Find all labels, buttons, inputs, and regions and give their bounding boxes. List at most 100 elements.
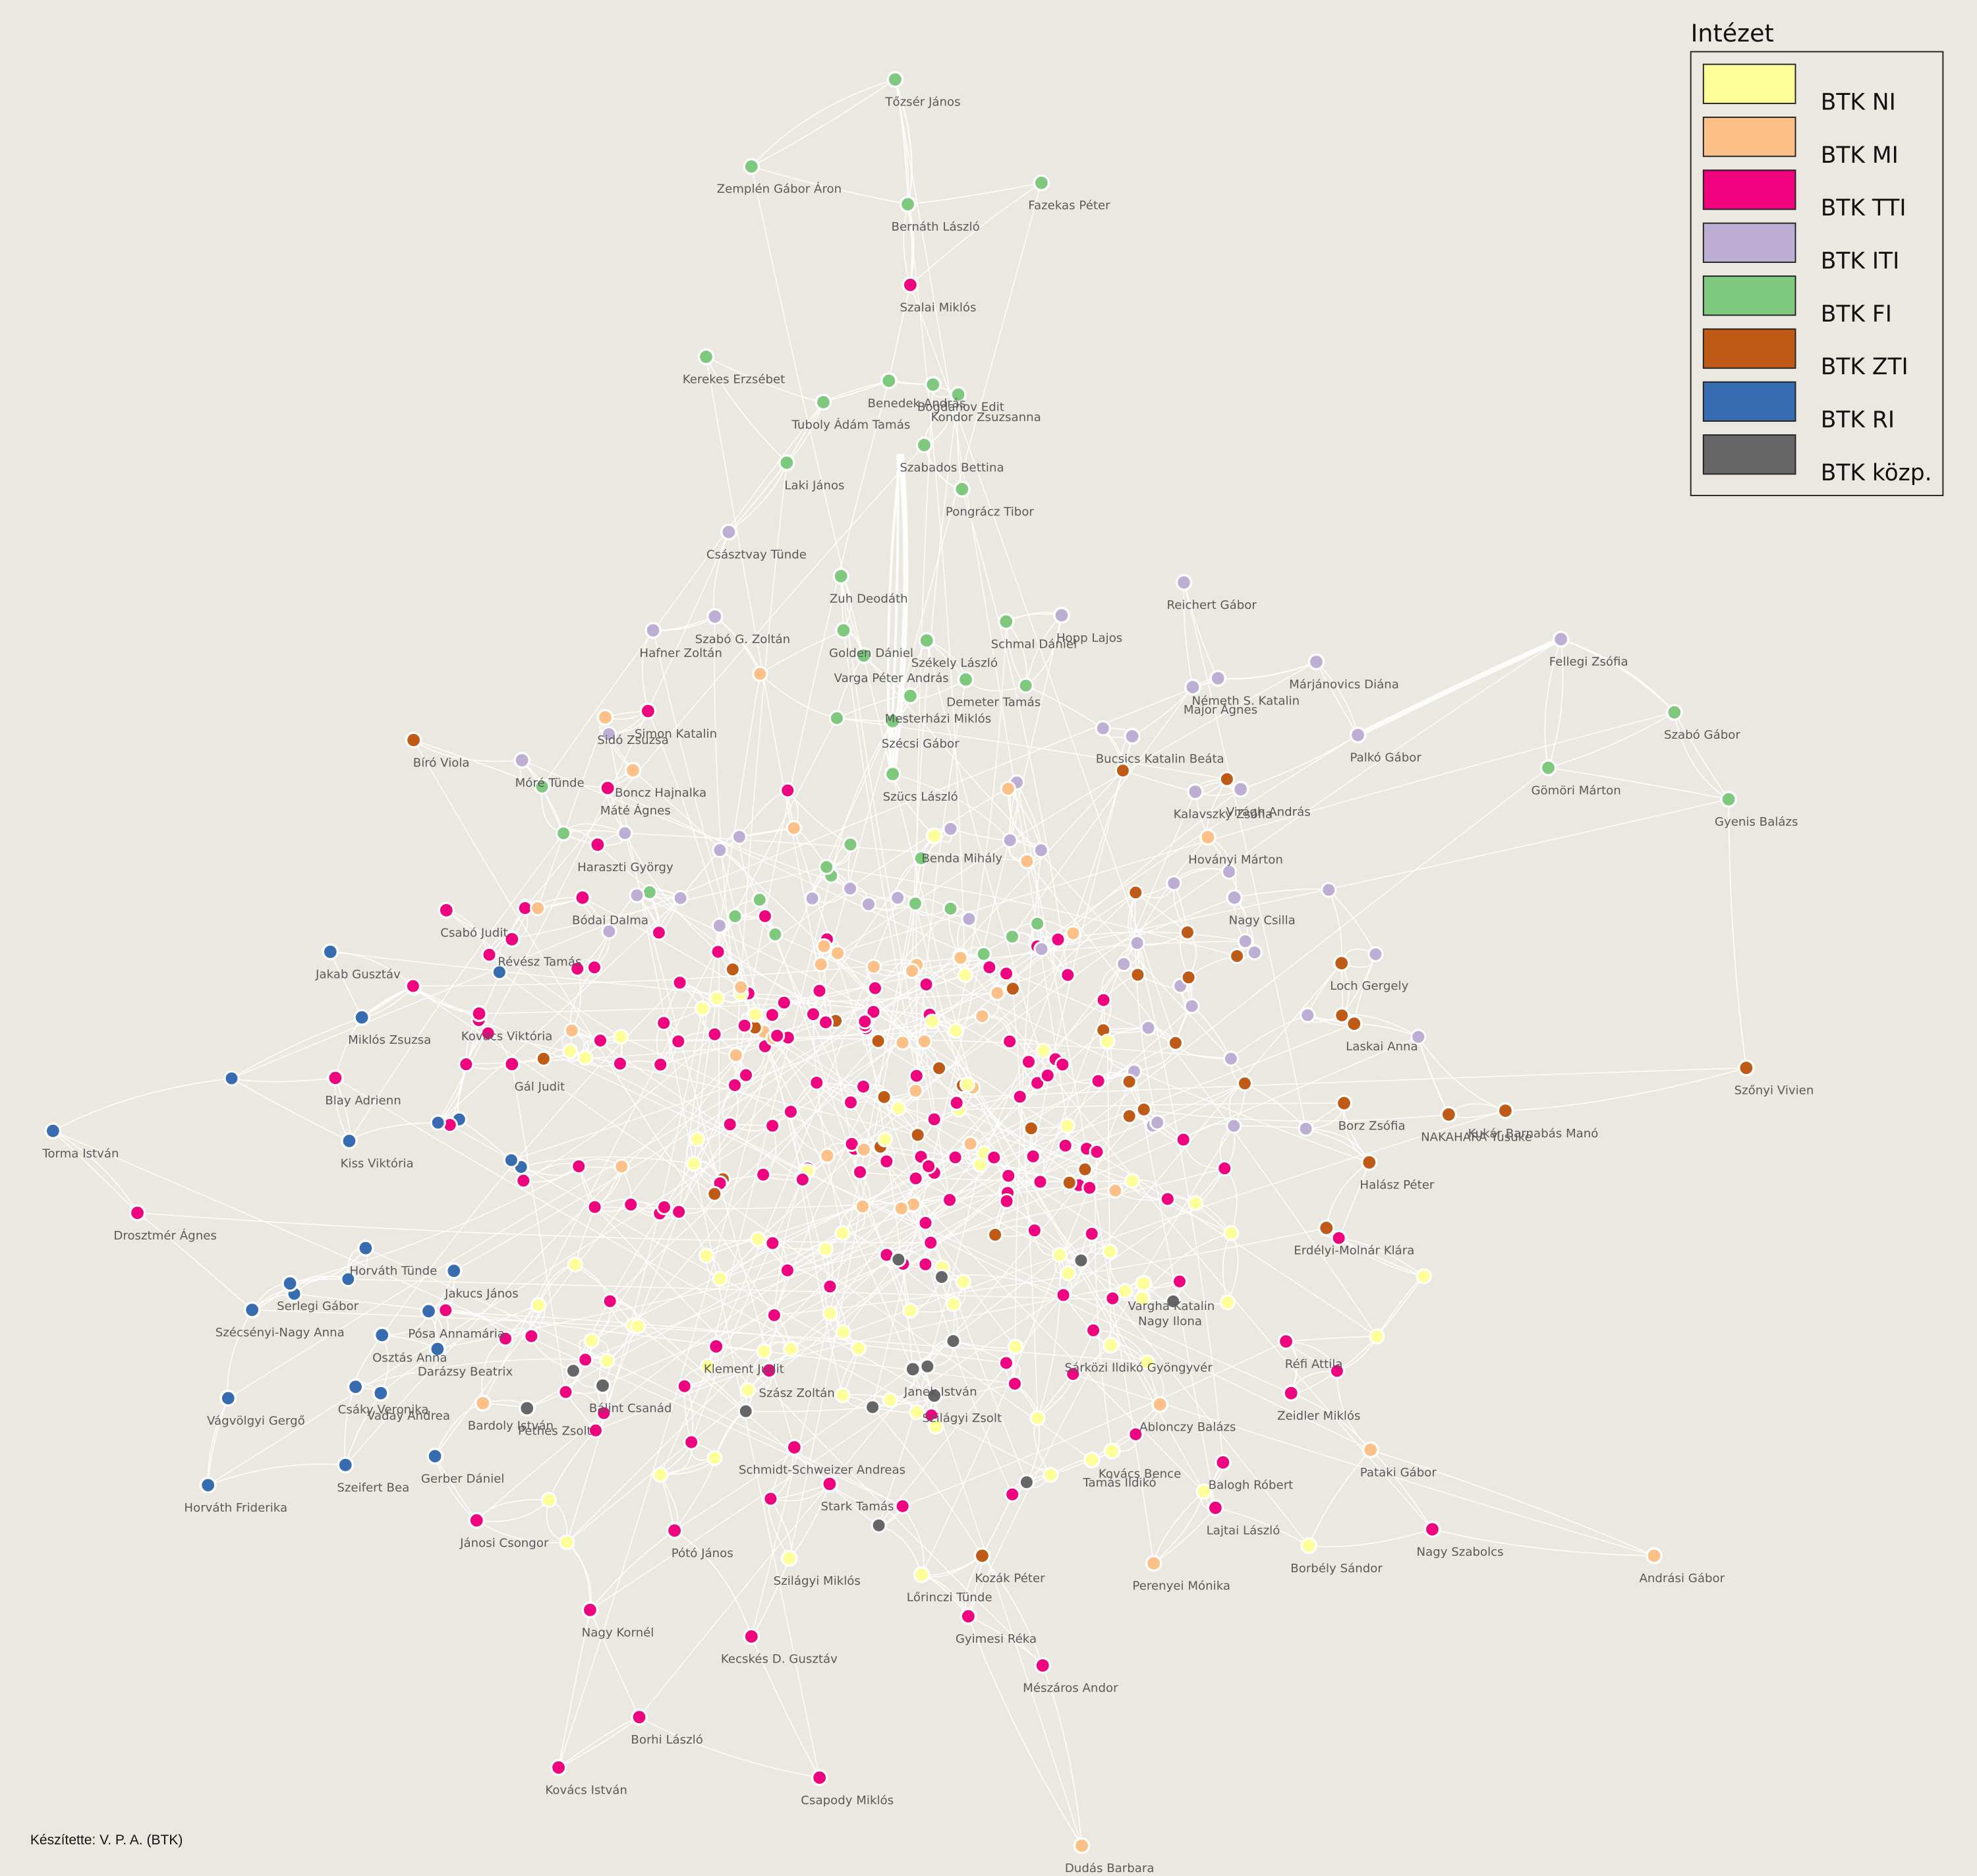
- node: [941, 1191, 958, 1208]
- edge: [521, 1156, 695, 1168]
- node: [1361, 1441, 1379, 1459]
- edge: [865, 1028, 913, 1369]
- node: [1099, 1033, 1116, 1050]
- node: [1218, 771, 1235, 787]
- edge: [926, 640, 1048, 1076]
- node: [641, 884, 658, 901]
- node: [1095, 720, 1111, 737]
- node: [1073, 1837, 1091, 1854]
- node: [1052, 1247, 1068, 1263]
- node: [764, 1235, 781, 1251]
- node: [1102, 1243, 1118, 1260]
- node: [942, 900, 959, 917]
- node: [997, 613, 1015, 631]
- node-label: Pótó János: [672, 1547, 733, 1560]
- node: [1646, 1547, 1663, 1564]
- node: [617, 825, 633, 841]
- node: [975, 946, 992, 962]
- node: [764, 1118, 781, 1134]
- node-label: Sidó Zsuzsa: [597, 733, 669, 747]
- node-label: Szőnyi Vivien: [1734, 1084, 1814, 1098]
- node: [882, 1392, 898, 1408]
- node: [1226, 1118, 1242, 1134]
- node-label: Kerekes Erzsébet: [683, 373, 786, 387]
- node: [1360, 1154, 1378, 1171]
- node: [913, 850, 929, 867]
- node-label: Torma István: [42, 1147, 119, 1160]
- edge: [566, 1008, 703, 1543]
- edge: [413, 739, 542, 787]
- node: [1103, 1442, 1121, 1460]
- node: [689, 1131, 706, 1147]
- node: [1334, 1007, 1350, 1023]
- edge: [1544, 639, 1562, 768]
- node: [559, 1534, 575, 1550]
- node: [596, 1405, 612, 1421]
- edge: [740, 993, 932, 1416]
- edge: [1012, 988, 1039, 1419]
- node: [736, 1017, 753, 1034]
- node: [780, 1550, 798, 1567]
- node-label: Szeifert Bea: [337, 1481, 409, 1494]
- edge: [850, 1067, 1746, 1103]
- node: [890, 1251, 907, 1268]
- edge: [674, 1530, 753, 1637]
- node: [614, 1158, 630, 1175]
- node: [907, 1083, 924, 1099]
- node: [556, 825, 572, 841]
- node: [860, 896, 877, 913]
- edge: [1290, 1392, 1371, 1450]
- node: [1539, 759, 1557, 777]
- node-label: Mesterházi Miklós: [885, 712, 992, 725]
- node: [950, 386, 967, 403]
- node-label: Drosztmér Ágnes: [113, 1228, 216, 1243]
- node-labels: Tőzsér János Zemplén Gábor Áron Bernáth Lá…: [42, 96, 1814, 1875]
- node: [563, 1022, 580, 1038]
- node: [571, 1158, 587, 1175]
- node: [530, 1297, 547, 1313]
- edge: [751, 165, 908, 205]
- edge: [714, 616, 733, 970]
- edge: [413, 739, 775, 1316]
- edge: [892, 774, 1011, 841]
- node-label: NAKAHARA Yusuke: [1421, 1131, 1532, 1145]
- node: [666, 1521, 683, 1539]
- node: [815, 393, 832, 411]
- node-label: Sárközi Ildikó Gyöngyvér: [1065, 1361, 1213, 1375]
- edge: [594, 1207, 1043, 1666]
- node: [989, 984, 1006, 1001]
- edge: [774, 1177, 803, 1315]
- node: [1159, 1191, 1176, 1207]
- node-label: Nagy Szabolcs: [1417, 1545, 1504, 1559]
- node-label: Hoványi Márton: [1188, 853, 1283, 867]
- node-label: Bernáth László: [892, 220, 980, 234]
- node: [737, 1067, 755, 1083]
- node: [804, 890, 820, 907]
- node: [1129, 935, 1145, 952]
- node: [904, 1361, 922, 1378]
- edge: [428, 1311, 1007, 1364]
- edge: [894, 79, 909, 205]
- node: [602, 1293, 618, 1309]
- node: [757, 908, 773, 924]
- edge: [632, 770, 940, 1069]
- nodes: [44, 71, 1755, 1854]
- edge: [1548, 767, 1729, 800]
- node-label: Gömöri Márton: [1531, 783, 1620, 797]
- node: [776, 994, 792, 1011]
- node: [1416, 1268, 1432, 1284]
- node: [1002, 1033, 1018, 1050]
- edge: [1548, 712, 1675, 769]
- node-label: Szabó G. Zoltán: [695, 633, 791, 646]
- node: [1007, 1338, 1024, 1355]
- credit: Készítette: V. P. A. (BTK): [30, 1833, 183, 1848]
- node: [1552, 631, 1570, 648]
- node: [811, 1769, 828, 1786]
- node: [592, 1033, 609, 1049]
- node: [405, 978, 421, 994]
- node: [1026, 1222, 1043, 1239]
- node: [1221, 863, 1238, 880]
- node-label: Móré Tünde: [515, 776, 585, 790]
- node: [1215, 1454, 1232, 1471]
